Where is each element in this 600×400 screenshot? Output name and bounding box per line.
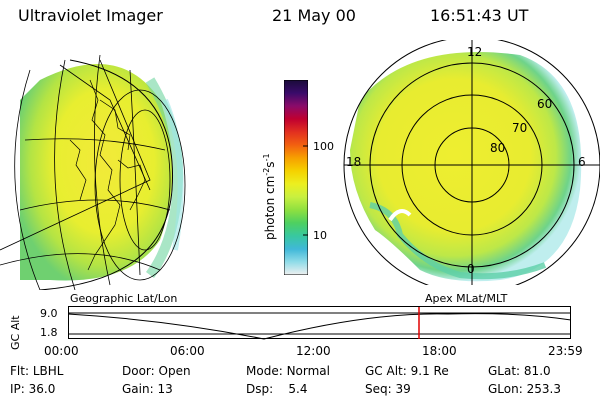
colorbar-unit-label: photon cm-2s-1 xyxy=(262,153,277,240)
altitude-timeline xyxy=(68,306,572,340)
timeline-right-title: Apex MLat/MLT xyxy=(425,292,508,305)
timeline-axis-label: GC Alt xyxy=(9,315,22,350)
glat-field: GLat: 81.0 xyxy=(488,364,551,378)
mlat-label-70: 70 xyxy=(512,121,528,135)
time-label: 16:51:43 UT xyxy=(430,6,529,25)
timeline-tick-0600: 06:00 xyxy=(170,344,205,358)
timeline-tick-1800: 18:00 xyxy=(422,344,457,358)
colorbar-tick-100: 100 xyxy=(313,140,334,153)
gain-field: Gain: 13 xyxy=(122,382,173,396)
colorbar-gradient xyxy=(284,80,308,275)
glon-field: GLon: 253.3 xyxy=(488,382,561,396)
timeline-tick-2359: 23:59 xyxy=(548,344,583,358)
mlt-label-6: 6 xyxy=(578,155,586,169)
filter-field: Flt: LBHL xyxy=(10,364,64,378)
gc-alt-field: GC Alt: 9.1 Re xyxy=(365,364,449,378)
mlt-label-18: 18 xyxy=(346,155,362,169)
seq-field: Seq: 39 xyxy=(365,382,411,396)
instrument-title: Ultraviolet Imager xyxy=(18,6,163,25)
mlt-label-12: 12 xyxy=(467,45,483,59)
mlt-label-0: 0 xyxy=(467,262,475,276)
mlat-label-60: 60 xyxy=(537,97,553,111)
dsp-field: Dsp: 5.4 xyxy=(246,382,308,396)
mlat-label-80: 80 xyxy=(490,141,506,155)
timeline-y-top: 9.0 xyxy=(40,307,58,320)
timeline-left-title: Geographic Lat/Lon xyxy=(70,292,178,305)
polar-mlat-mlt-plot xyxy=(343,40,600,285)
ip-field: IP: 36.0 xyxy=(10,382,56,396)
colorbar-tick-10: 10 xyxy=(313,229,327,242)
timeline-tick-0000: 00:00 xyxy=(44,344,79,358)
timeline-y-bottom: 1.8 xyxy=(40,326,58,339)
timeline-tick-1200: 12:00 xyxy=(296,344,331,358)
mode-field: Mode: Normal xyxy=(246,364,330,378)
door-field: Door: Open xyxy=(122,364,191,378)
date-label: 21 May 00 xyxy=(272,6,356,25)
geographic-globe-image xyxy=(0,54,186,290)
